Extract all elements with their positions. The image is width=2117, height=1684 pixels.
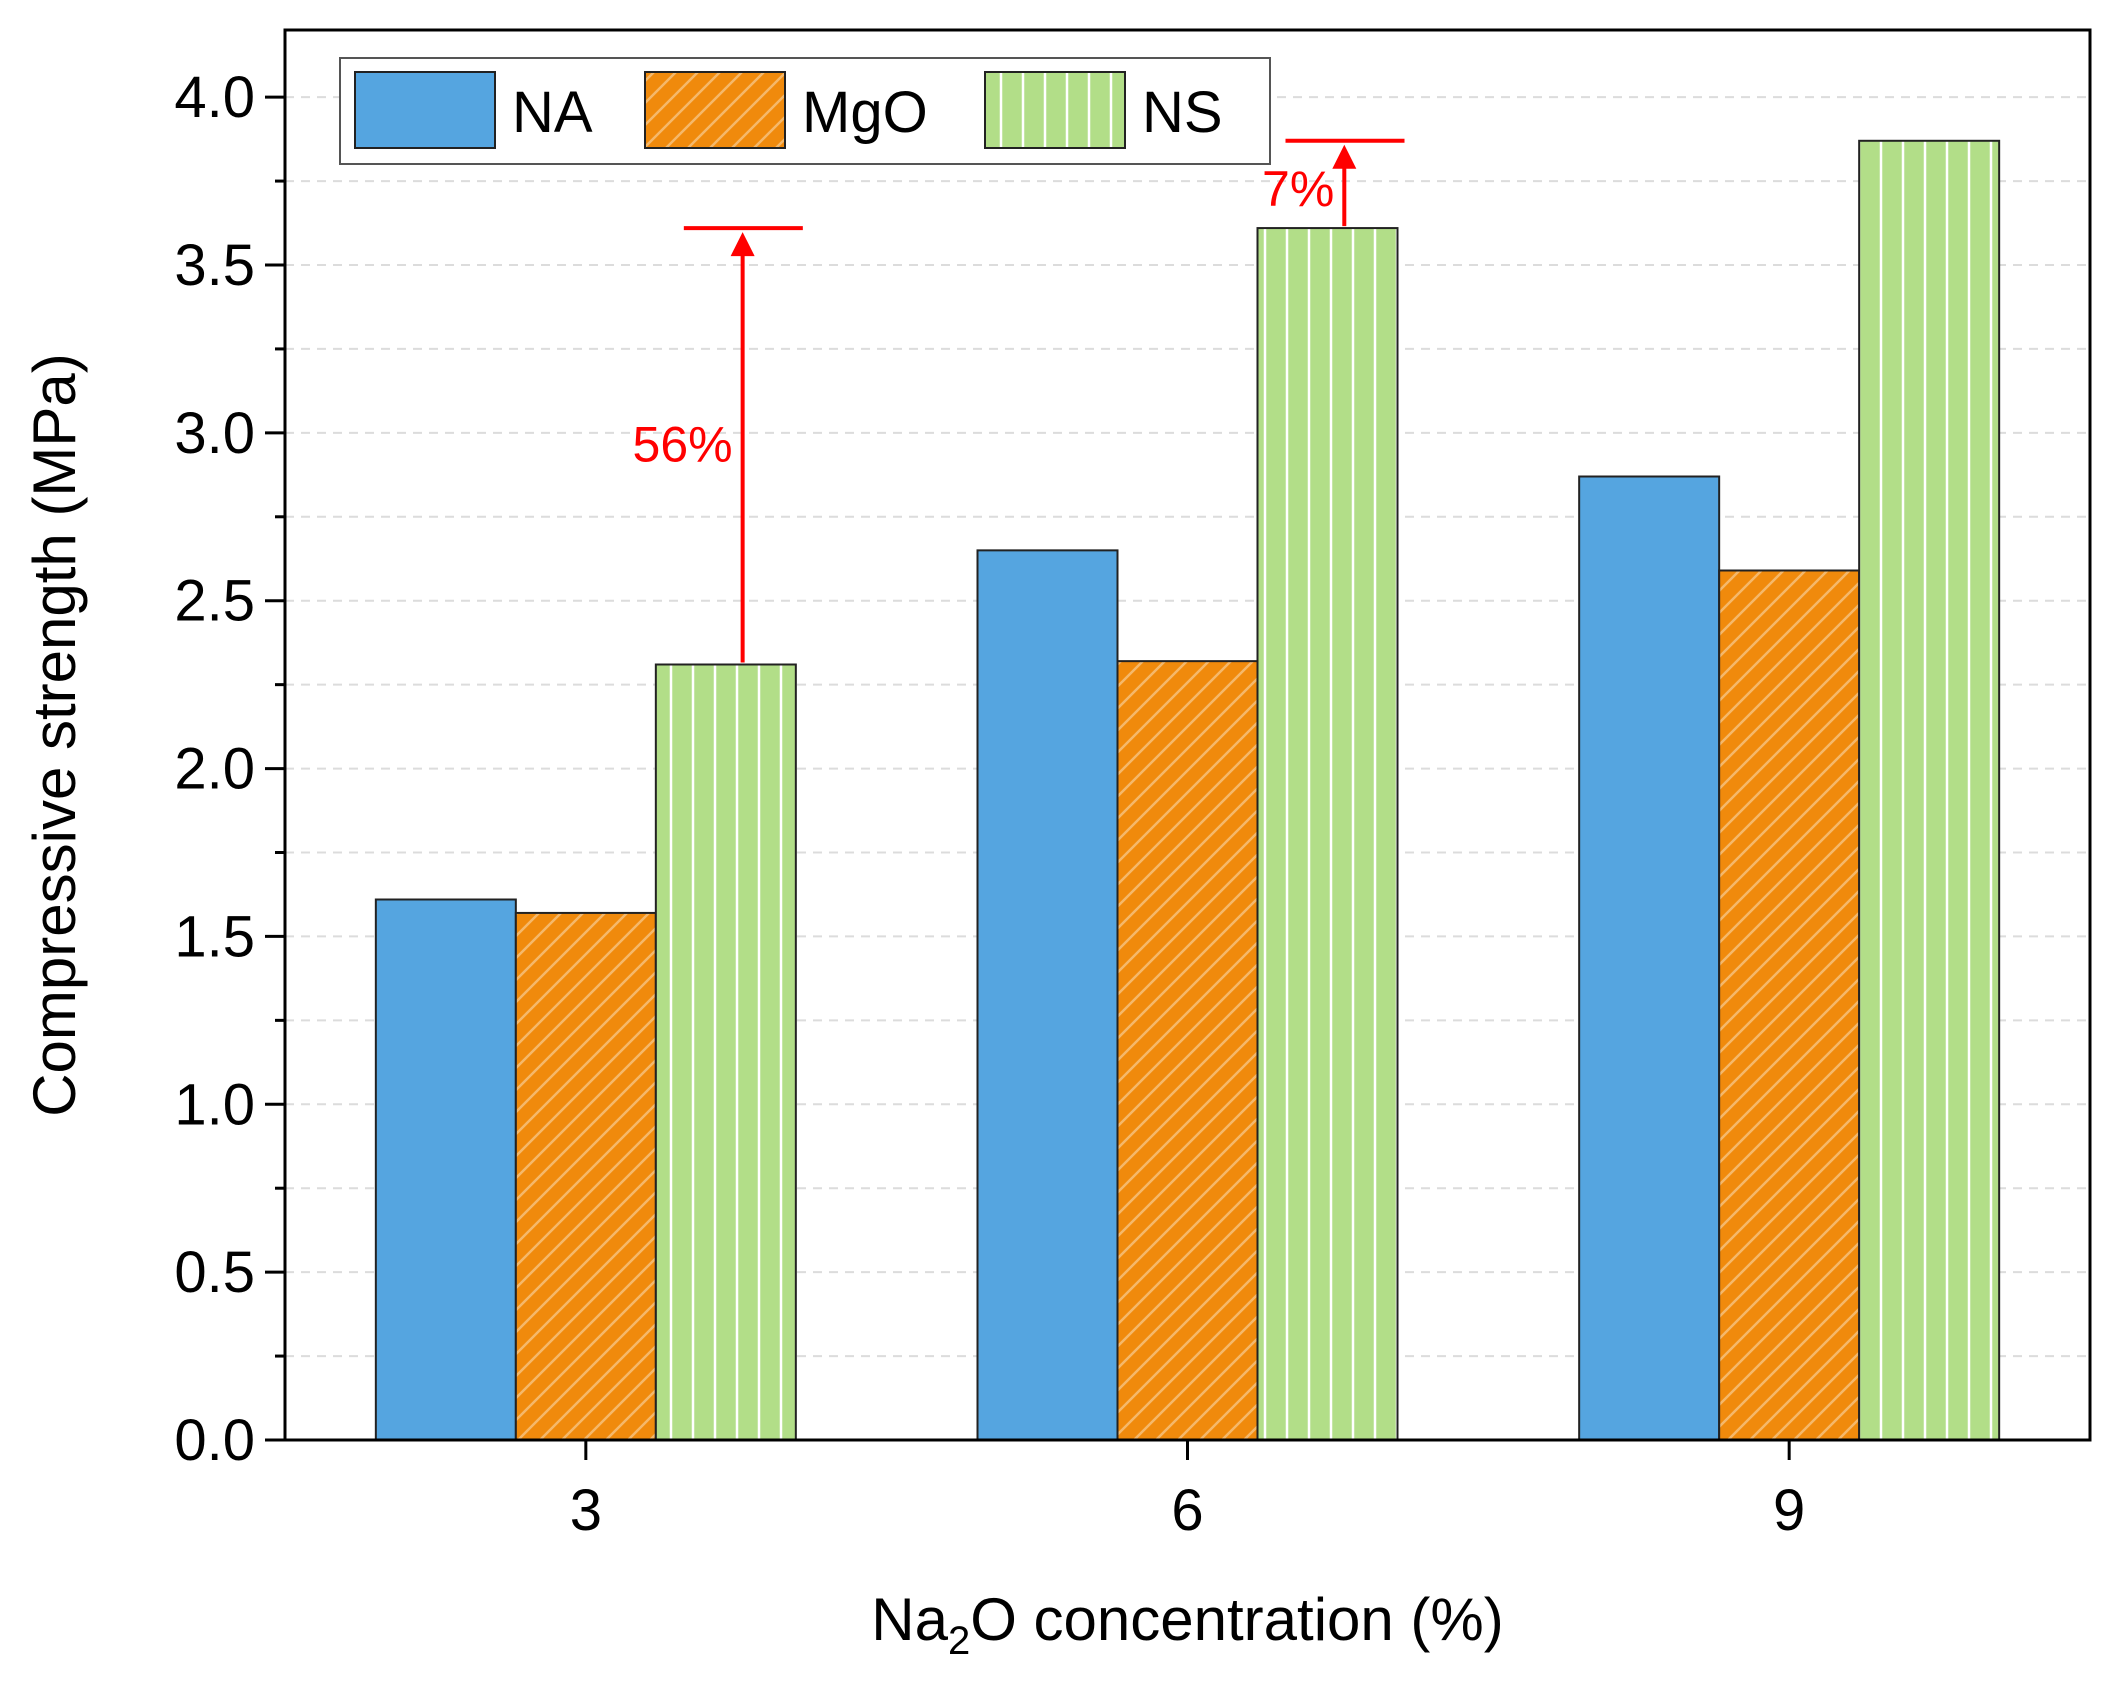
x-tick-label: 3 <box>570 1478 602 1543</box>
legend-label-mgo: MgO <box>802 80 928 145</box>
annotation-label: 56% <box>633 416 733 472</box>
x-tick-label: 9 <box>1773 1478 1805 1543</box>
x-tick-label: 6 <box>1171 1478 1203 1543</box>
x-axis-title-prefix: Na <box>871 1586 948 1653</box>
bars <box>374 139 2001 1442</box>
bar-ns-6 <box>1256 227 1399 1442</box>
y-axis: 0.0 0.5 1.0 1.5 2.0 2.5 3.0 3.5 4.0 <box>174 65 285 1473</box>
bar-na-6 <box>976 549 1119 1441</box>
legend-swatch-na <box>354 71 496 149</box>
bar-mgo-3 <box>514 911 657 1441</box>
bar-mgo-6 <box>1116 660 1259 1441</box>
y-tick-label: 3.5 <box>174 233 255 298</box>
legend-label-na: NA <box>512 80 593 145</box>
x-axis-title-suffix: O concentration (%) <box>970 1586 1504 1653</box>
bar-na-9 <box>1578 475 1721 1441</box>
bar-ns-9 <box>1858 139 2001 1441</box>
y-axis-title: Compressive strength (MPa) <box>21 353 88 1117</box>
x-axis: 3 6 9 <box>570 1440 1805 1543</box>
legend-swatch-ns <box>984 71 1126 149</box>
y-tick-label: 4.0 <box>174 65 255 130</box>
annotation-label: 7% <box>1262 161 1334 217</box>
y-tick-label: 0.5 <box>174 1240 255 1305</box>
y-tick-label: 2.0 <box>174 737 255 802</box>
legend: NA MgO NS <box>339 57 1271 165</box>
annotation-arrowhead <box>730 232 755 257</box>
annotation-arrowhead <box>1332 144 1357 169</box>
y-tick-label: 2.5 <box>174 569 255 634</box>
y-tick-label: 0.0 <box>174 1408 255 1473</box>
y-tick-label: 3.0 <box>174 401 255 466</box>
bar-ns-3 <box>654 663 797 1441</box>
legend-swatch-mgo <box>644 71 786 149</box>
y-tick-label: 1.0 <box>174 1072 255 1137</box>
x-axis-title: Na2O concentration (%) <box>871 1586 1504 1663</box>
bar-mgo-9 <box>1718 569 1861 1441</box>
annotations: 56% 7% <box>633 138 1405 663</box>
legend-label-ns: NS <box>1142 80 1223 145</box>
y-tick-label: 1.5 <box>174 904 255 969</box>
bar-na-3 <box>374 898 517 1441</box>
x-axis-title-subscript: 2 <box>948 1619 970 1663</box>
